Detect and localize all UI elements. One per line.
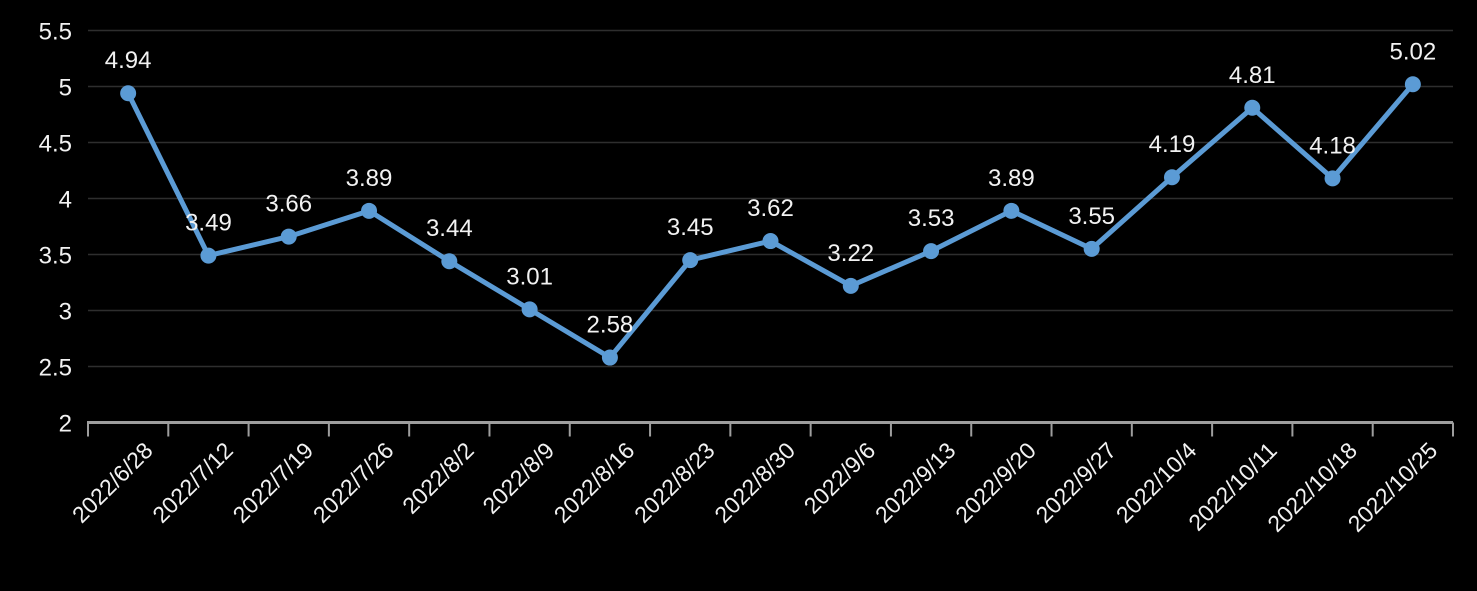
y-tick-label: 2.5	[39, 355, 72, 382]
y-tick-label: 3	[59, 299, 72, 326]
data-point-marker	[1324, 170, 1341, 187]
data-label: 3.55	[1068, 203, 1115, 230]
x-tick-label: 2022/7/12	[147, 437, 238, 528]
data-point-marker	[1244, 99, 1261, 116]
data-label: 4.18	[1309, 132, 1356, 159]
data-label: 2.58	[587, 312, 634, 339]
data-point-marker	[521, 301, 538, 318]
data-label: 3.89	[988, 165, 1035, 192]
data-label: 3.89	[346, 165, 393, 192]
data-point-marker	[120, 85, 137, 102]
data-label: 3.44	[426, 215, 473, 242]
data-point-marker	[200, 247, 217, 264]
data-point-marker	[601, 349, 618, 366]
data-label: 3.66	[265, 191, 312, 218]
data-point-marker	[361, 202, 378, 219]
data-label: 4.94	[105, 47, 152, 74]
data-point-marker	[441, 253, 458, 270]
y-tick-label: 5	[59, 75, 72, 102]
x-tick-label: 2022/8/23	[629, 437, 720, 528]
data-label: 3.01	[506, 263, 553, 290]
data-label: 3.49	[185, 210, 232, 237]
data-point-marker	[762, 233, 779, 250]
data-label: 3.45	[667, 214, 714, 241]
data-point-marker	[923, 243, 940, 260]
data-point-marker	[280, 228, 297, 245]
data-label: 5.02	[1389, 38, 1436, 65]
y-tick-label: 4.5	[39, 131, 72, 158]
x-tick-label: 2022/8/16	[549, 437, 640, 528]
data-label: 4.19	[1149, 131, 1196, 158]
y-tick-label: 4	[59, 187, 72, 214]
data-label: 3.53	[908, 205, 955, 232]
y-tick-label: 5.5	[39, 19, 72, 46]
x-tick-label: 2022/7/26	[308, 437, 399, 528]
data-label: 3.62	[747, 195, 794, 222]
data-point-marker	[1003, 202, 1020, 219]
x-tick-label: 2022/9/13	[870, 437, 961, 528]
data-point-marker	[1404, 76, 1421, 93]
x-tick-label: 2022/6/28	[67, 437, 158, 528]
x-tick-label: 2022/9/27	[1030, 437, 1121, 528]
data-label: 4.81	[1229, 62, 1276, 89]
x-tick-label: 2022/8/9	[477, 437, 559, 519]
y-tick-label: 2	[59, 411, 72, 438]
x-tick-label: 2022/9/6	[799, 437, 881, 519]
y-tick-label: 3.5	[39, 243, 72, 270]
data-point-marker	[842, 277, 859, 294]
data-point-marker	[682, 252, 699, 269]
data-label: 3.22	[827, 240, 874, 267]
x-tick-label: 2022/7/19	[228, 437, 319, 528]
x-tick-label: 2022/8/2	[397, 437, 479, 519]
x-tick-label: 2022/9/20	[950, 437, 1041, 528]
x-tick-label: 2022/8/30	[709, 437, 800, 528]
data-point-marker	[1083, 240, 1100, 257]
data-point-marker	[1163, 169, 1180, 186]
